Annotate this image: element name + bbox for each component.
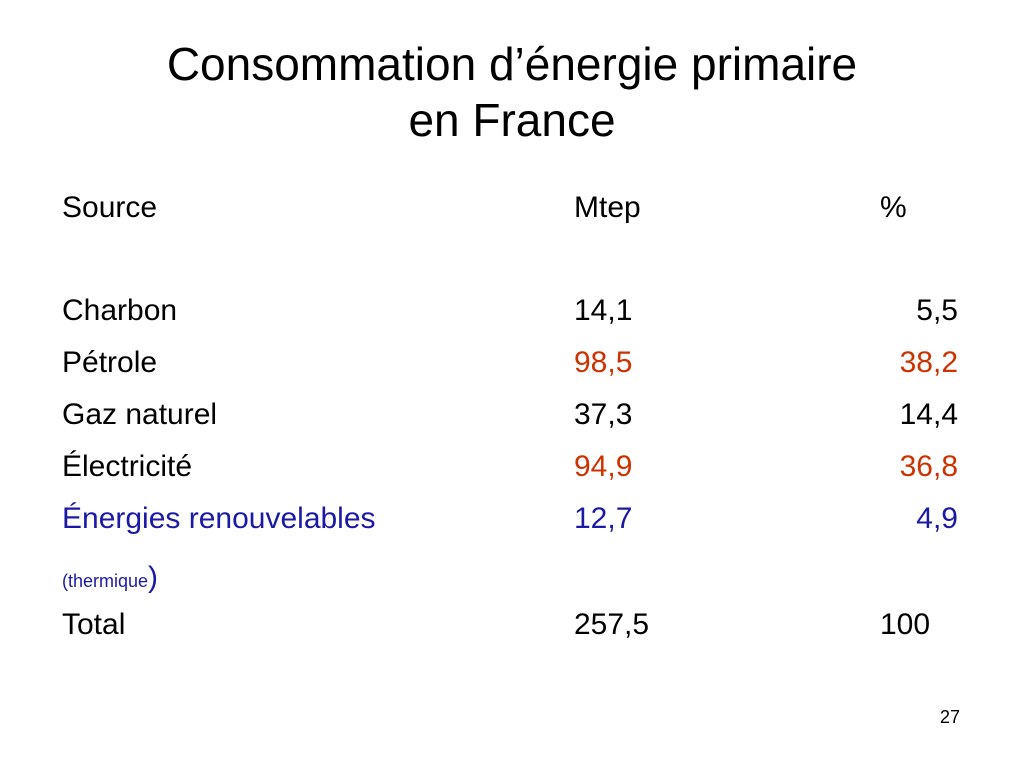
table-row: Énergies renouvelables 12,7 4,9	[0, 496, 1024, 542]
row-source: Énergies renouvelables	[62, 502, 376, 535]
header-percent: %	[880, 191, 907, 224]
row-mtep: 94,9	[574, 450, 633, 483]
table-row: Gaz naturel 37,3 14,4	[0, 392, 1024, 438]
row-percent: 5,5	[916, 294, 958, 327]
note-close-paren: )	[148, 561, 159, 594]
row-source: Gaz naturel	[62, 398, 218, 431]
row-mtep: 37,3	[574, 398, 633, 431]
slide-title: Consommation d’énergie primaire en Franc…	[0, 36, 1024, 148]
row-mtep: 14,1	[574, 294, 633, 327]
page-number: 27	[939, 707, 960, 727]
row-percent: 38,2	[899, 346, 958, 379]
slide-title-line-2: en France	[408, 94, 616, 146]
header-source: Source	[62, 191, 158, 224]
row-percent: 4,9	[916, 502, 958, 535]
row-percent: 36,8	[899, 450, 958, 483]
total-label: Total	[62, 608, 126, 641]
renewables-note: (thermique)	[62, 560, 158, 599]
table-row: Charbon 14,1 5,5	[0, 288, 1024, 334]
row-percent: 14,4	[899, 398, 958, 431]
header-mtep: Mtep	[574, 191, 641, 224]
note-text: (thermique	[62, 571, 149, 591]
row-mtep: 98,5	[574, 346, 633, 379]
table-row: Électricité 94,9 36,8	[0, 444, 1024, 490]
total-mtep: 257,5	[574, 608, 650, 641]
slide-title-line-1: Consommation d’énergie primaire	[166, 38, 858, 90]
row-source: Charbon	[62, 294, 178, 327]
row-source: Électricité	[62, 450, 193, 483]
table-header-row: Source Mtep %	[0, 185, 1024, 231]
total-percent: 100	[880, 608, 931, 641]
row-mtep: 12,7	[574, 502, 633, 535]
total-row: Total 257,5 100	[0, 602, 1024, 648]
row-source: Pétrole	[62, 346, 158, 379]
table-row: Pétrole 98,5 38,2	[0, 340, 1024, 386]
